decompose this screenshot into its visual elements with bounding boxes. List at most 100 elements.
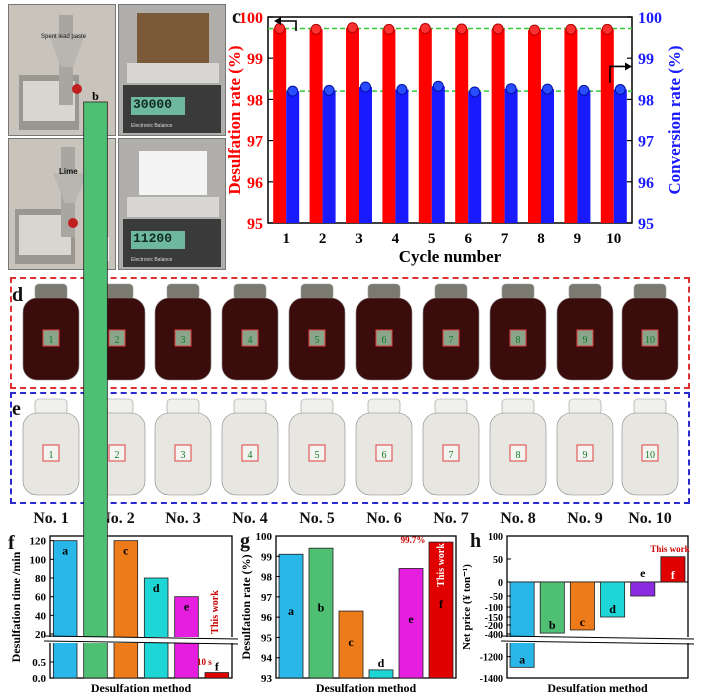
chart-c-xtick: 7 [501, 231, 509, 247]
chart-c-xtick: 4 [392, 231, 400, 247]
chart-c-ylabel-left: Desulfation rate (%) [225, 45, 244, 194]
panel-letter-e: e [12, 398, 21, 420]
jar-row-lead-paste-frame [10, 277, 690, 389]
chart-c-ytick-label-right: 100 [638, 10, 662, 27]
panel-letter-c: c [232, 6, 241, 28]
chart-c-bar-desulfation [528, 30, 541, 223]
chart-h-ytick-label: 0 [498, 578, 503, 589]
chart-f-bar-label: c [123, 544, 129, 558]
chart-f-ytick-label: 60 [35, 592, 47, 604]
chart-c-bar-conversion [504, 88, 518, 223]
chart-g-annotation: This work [436, 543, 447, 587]
photo-a-scale-display: 30000 [133, 97, 173, 112]
chart-f-bar-label: d [153, 581, 160, 595]
chart-f-bar-label: f [215, 660, 220, 674]
chart-c-bar-conversion [431, 86, 445, 223]
chart-c-bar-desulfation [564, 29, 578, 223]
chart-c-ytick-label-left: 99 [247, 51, 263, 68]
chart-f-bar [52, 540, 78, 679]
chart-f-bar-label: e [184, 600, 190, 614]
chart-g-ytick-label: 95 [261, 632, 273, 644]
photo-b-scale-display: 11200 [133, 231, 173, 246]
chart-h-ytick-label: -1200 [480, 653, 503, 664]
chart-f-bar-label: b [92, 89, 99, 103]
chart-h-bar [509, 581, 535, 668]
chart-g-ytick-label: 98 [261, 572, 273, 584]
chart-h-bar-label: d [609, 602, 616, 616]
chart-h-ytick-label: 50 [493, 555, 503, 566]
chart-c-point-desulfation [310, 23, 322, 35]
photo-balance-lead-paste: 30000 Electronic Balance [118, 4, 226, 136]
chart-c-xtick: 10 [606, 231, 621, 247]
chart-h-bar-label: b [549, 618, 556, 632]
chart-f-ytick-label: 100 [30, 554, 47, 566]
chart-c-point-desulfation [419, 23, 431, 35]
jar-label: No. 9 [567, 510, 603, 527]
panel-letter-f: f [8, 532, 15, 554]
chart-c-bar-conversion [359, 87, 372, 223]
chart-g-bar-label: c [348, 635, 354, 649]
chart-c-point-conversion [287, 85, 299, 97]
chart-c-arrow-left-icon [280, 20, 297, 31]
chart-f-annotation-value: 10 s [197, 657, 212, 667]
chart-f-axis-break [44, 637, 238, 643]
chart-h-annotation: This work [650, 544, 689, 554]
chart-g-frame [275, 535, 457, 679]
chart-h-ytick-label: -150 [485, 613, 503, 624]
chart-h-ytick-label: -100 [485, 603, 503, 614]
chart-c-bar-desulfation [309, 29, 323, 223]
chart-c-ytick-label-left: 97 [247, 134, 263, 151]
chart-g-bar-label: a [288, 604, 294, 618]
chart-h-ytick-label: -200 [485, 621, 503, 632]
chart-g-ytick-label: 93 [261, 673, 273, 685]
chart-h-bar [630, 581, 656, 597]
chart-g-bar-label: e [408, 612, 414, 626]
chart-f-bar [113, 540, 139, 679]
chart-c-arrow-right-icon [609, 65, 626, 83]
chart-g-bar [278, 553, 304, 679]
chart-c-xlabel: Cycle number [399, 247, 502, 266]
chart-c-xtick: 5 [428, 231, 436, 247]
chart-c-xtick: 2 [319, 231, 327, 247]
chart-c-point-conversion [542, 83, 553, 95]
chart-g-ylabel: Desulfation rate (%) [239, 554, 253, 659]
jar-label: No. 6 [366, 510, 402, 527]
panel-letter-d: d [12, 284, 24, 306]
chart-c-bar-desulfation [418, 28, 432, 224]
jar-label: No. 10 [628, 510, 672, 527]
chart-c-point-desulfation [492, 23, 504, 35]
jar-label: No. 8 [500, 510, 536, 527]
chart-c-bar-conversion [468, 91, 482, 223]
chart-c-point-conversion [432, 80, 444, 92]
chart-c-xtick: 1 [282, 231, 290, 247]
chart-h-ytick-label: -400 [485, 630, 503, 641]
chart-g-ytick-label: 96 [261, 612, 273, 624]
photo-a-balance-brand: Electronic Balance [131, 123, 173, 129]
chart-g-bar-label: d [378, 656, 385, 670]
chart-c-ytick-label-left: 96 [247, 175, 263, 192]
chart-h-xlabel: Desulfation method [547, 681, 648, 695]
chart-f-xlabel: Desulfation method [91, 681, 192, 695]
chart-h-break-line-bottom [500, 640, 695, 645]
chart-c-bar-desulfation [346, 27, 359, 223]
jar-label: No. 4 [232, 510, 268, 527]
chart-c-arrowhead-left-icon [274, 17, 281, 25]
chart-h-bar-label: e [640, 566, 646, 580]
chart-c-ytick-label-left: 95 [247, 216, 263, 233]
chart-c-bar-conversion [613, 89, 627, 224]
chart-h-ylabel: Net price (¥ ton⁻¹) [461, 564, 473, 650]
chart-h-bar [569, 581, 595, 631]
chart-f-frame [49, 535, 233, 679]
chart-f-bar-label: a [62, 544, 68, 558]
chart-c-point-conversion [614, 84, 626, 96]
jar-label: No. 2 [99, 510, 135, 527]
chart-h-bar [539, 581, 565, 634]
chart-g-bar [428, 541, 454, 679]
chart-g-bar [308, 547, 334, 679]
photo-b-jar-label: Lime [59, 167, 78, 176]
jar-label: No. 3 [165, 510, 201, 527]
chart-f-ylabel: Desulfation time /min [9, 551, 23, 662]
chart-f-break-line-bottom [43, 640, 239, 645]
